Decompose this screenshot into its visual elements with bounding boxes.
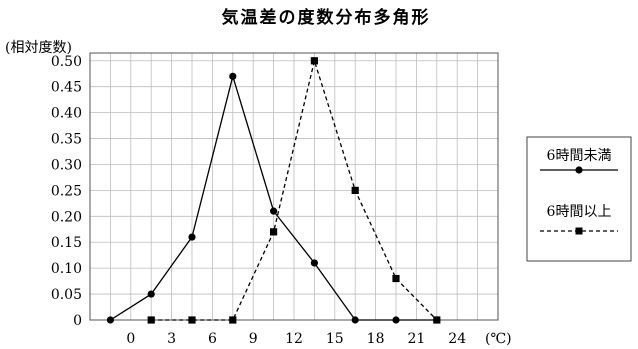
y-tick-label: 0.45 — [51, 80, 82, 96]
data-point-square — [433, 316, 441, 324]
y-tick-label: 0 — [73, 313, 82, 329]
data-point-square — [310, 57, 318, 65]
legend-box — [526, 136, 632, 262]
data-point-circle — [188, 233, 196, 241]
legend: 6時間未満 6時間以上 — [526, 136, 632, 262]
x-tick-label: 12 — [285, 331, 303, 347]
data-point-circle — [147, 290, 155, 298]
y-tick-label: 0.30 — [51, 157, 82, 173]
data-point-circle — [392, 316, 400, 324]
data-point-circle — [106, 316, 114, 324]
legend-marker-circle — [575, 166, 583, 174]
y-tick-label: 0.25 — [51, 183, 82, 199]
y-tick-label: 0.50 — [51, 54, 82, 70]
data-point-circle — [310, 259, 318, 267]
data-point-square — [188, 316, 196, 324]
data-point-square — [351, 186, 359, 194]
x-tick-label: 21 — [407, 331, 425, 347]
data-point-circle — [270, 207, 278, 215]
data-series — [106, 57, 441, 324]
legend-label-under-6h: 6時間未満 — [547, 148, 612, 164]
data-point-circle — [351, 316, 359, 324]
series-line-over-6h — [151, 58, 438, 321]
y-axis-label: (相対度数) — [5, 40, 72, 56]
legend-marker-square — [575, 227, 583, 235]
data-point-square — [270, 228, 278, 236]
data-point-square — [229, 316, 237, 324]
data-point-circle — [229, 72, 237, 80]
plot-frame — [89, 52, 499, 321]
x-tick-label: 24 — [448, 331, 466, 347]
legend-label-over-6h: 6時間以上 — [547, 204, 612, 220]
y-tick-label: 0.05 — [51, 287, 82, 303]
data-point-square — [392, 274, 400, 283]
x-tick-label: 9 — [249, 331, 258, 347]
x-tick-label: 15 — [326, 331, 344, 347]
grid-lines — [90, 53, 498, 320]
x-tick-label: 0 — [126, 331, 135, 347]
x-tick-label: 6 — [208, 331, 217, 347]
y-tick-label: 0.35 — [51, 132, 82, 148]
data-point-square — [147, 316, 155, 324]
y-tick-label: 0.15 — [51, 235, 82, 251]
chart-title: 気温差の度数分布多角形 — [221, 7, 431, 28]
y-tick-label: 0.40 — [51, 106, 82, 122]
x-tick-label: 3 — [167, 331, 176, 347]
tick-labels: 0 0.05 0.10 0.15 0.20 0.25 0.30 0.35 0.40 0.45 0.5… — [51, 54, 466, 347]
y-tick-label: 0.20 — [51, 209, 82, 225]
x-axis-label: (℃) — [485, 331, 512, 347]
x-tick-label: 18 — [367, 331, 385, 347]
y-tick-label: 0.10 — [51, 261, 82, 277]
